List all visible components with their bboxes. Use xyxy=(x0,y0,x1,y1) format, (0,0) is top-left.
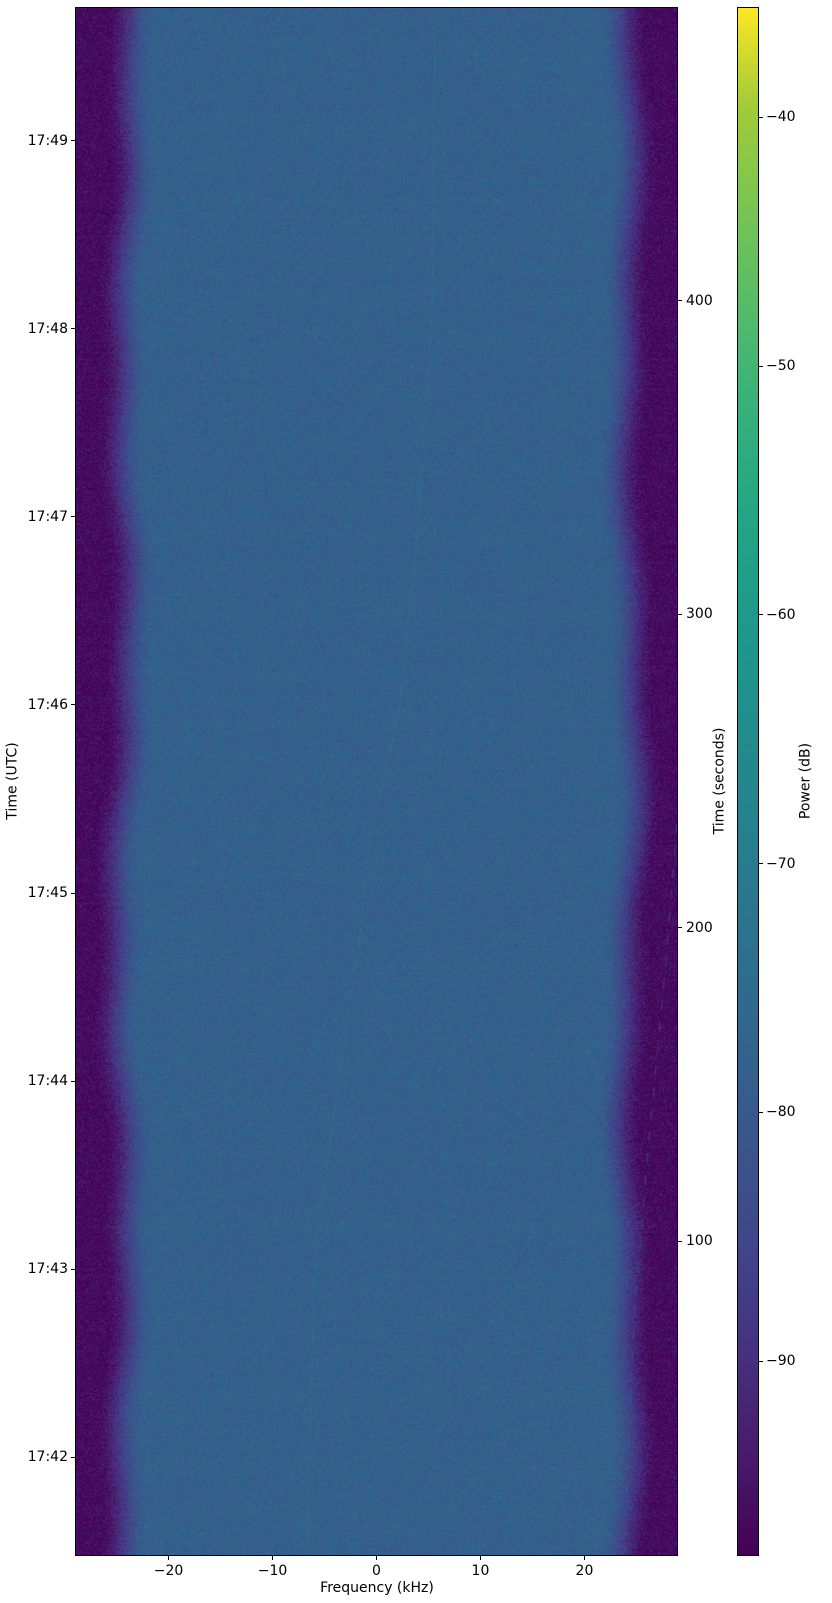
freq-tick-mark xyxy=(376,1556,377,1560)
colorbar-label-power: Power (dB) xyxy=(798,743,815,819)
utc-tick-label: 17:45 xyxy=(0,884,68,902)
colorbar-tick-label: −80 xyxy=(766,1103,796,1121)
seconds-tick-mark xyxy=(678,614,682,615)
seconds-tick-label: 400 xyxy=(686,292,713,310)
colorbar-tick-label: −50 xyxy=(766,357,796,375)
freq-tick-mark xyxy=(480,1556,481,1560)
seconds-tick-mark xyxy=(678,1241,682,1242)
freq-tick-mark xyxy=(168,1556,169,1560)
freq-tick-mark xyxy=(272,1556,273,1560)
colorbar-tick-mark xyxy=(759,1112,763,1113)
utc-tick-label: 17:44 xyxy=(0,1072,68,1090)
utc-tick-label: 17:49 xyxy=(0,132,68,150)
utc-tick-label: 17:43 xyxy=(0,1260,68,1278)
seconds-tick-label: 100 xyxy=(686,1232,713,1250)
seconds-tick-mark xyxy=(678,300,682,301)
utc-tick-mark xyxy=(71,328,75,329)
colorbar-tick-label: −90 xyxy=(766,1352,796,1370)
utc-tick-mark xyxy=(71,1457,75,1458)
y-axis-label-utc: Time (UTC) xyxy=(5,742,22,819)
spectrogram-image xyxy=(76,8,677,1555)
colorbar-tick-mark xyxy=(759,1361,763,1362)
colorbar-tick-mark xyxy=(759,863,763,864)
colorbar-tick-mark xyxy=(759,614,763,615)
colorbar-tick-label: −60 xyxy=(766,606,796,624)
colorbar-tick-label: −70 xyxy=(766,855,796,873)
freq-tick-label: −20 xyxy=(154,1562,184,1580)
utc-tick-label: 17:46 xyxy=(0,696,68,714)
seconds-tick-label: 300 xyxy=(686,605,713,623)
colorbar-tick-label: −40 xyxy=(766,108,796,126)
spectrogram-figure: 17:49 17:48 17:47 17:46 17:45 17:44 17:43 17:42… xyxy=(0,0,832,1603)
utc-tick-label: 17:42 xyxy=(0,1448,68,1466)
x-axis-label-frequency: Frequency (kHz) xyxy=(320,1580,434,1597)
seconds-tick-mark xyxy=(678,927,682,928)
freq-tick-label: 0 xyxy=(372,1562,381,1580)
colorbar-tick-mark xyxy=(759,117,763,118)
freq-tick-label: 20 xyxy=(576,1562,594,1580)
y-axis-label-seconds: Time (seconds) xyxy=(712,728,729,835)
colorbar-gradient xyxy=(738,8,758,1555)
utc-tick-mark xyxy=(71,893,75,894)
freq-tick-mark xyxy=(584,1556,585,1560)
utc-tick-label: 17:48 xyxy=(0,320,68,338)
utc-tick-mark xyxy=(71,1081,75,1082)
utc-tick-mark xyxy=(71,704,75,705)
seconds-tick-label: 200 xyxy=(686,919,713,937)
utc-tick-mark xyxy=(71,140,75,141)
freq-tick-label: 10 xyxy=(472,1562,490,1580)
colorbar-tick-mark xyxy=(759,366,763,367)
utc-tick-mark xyxy=(71,1269,75,1270)
freq-tick-label: −10 xyxy=(258,1562,288,1580)
utc-tick-mark xyxy=(71,516,75,517)
utc-tick-label: 17:47 xyxy=(0,508,68,526)
